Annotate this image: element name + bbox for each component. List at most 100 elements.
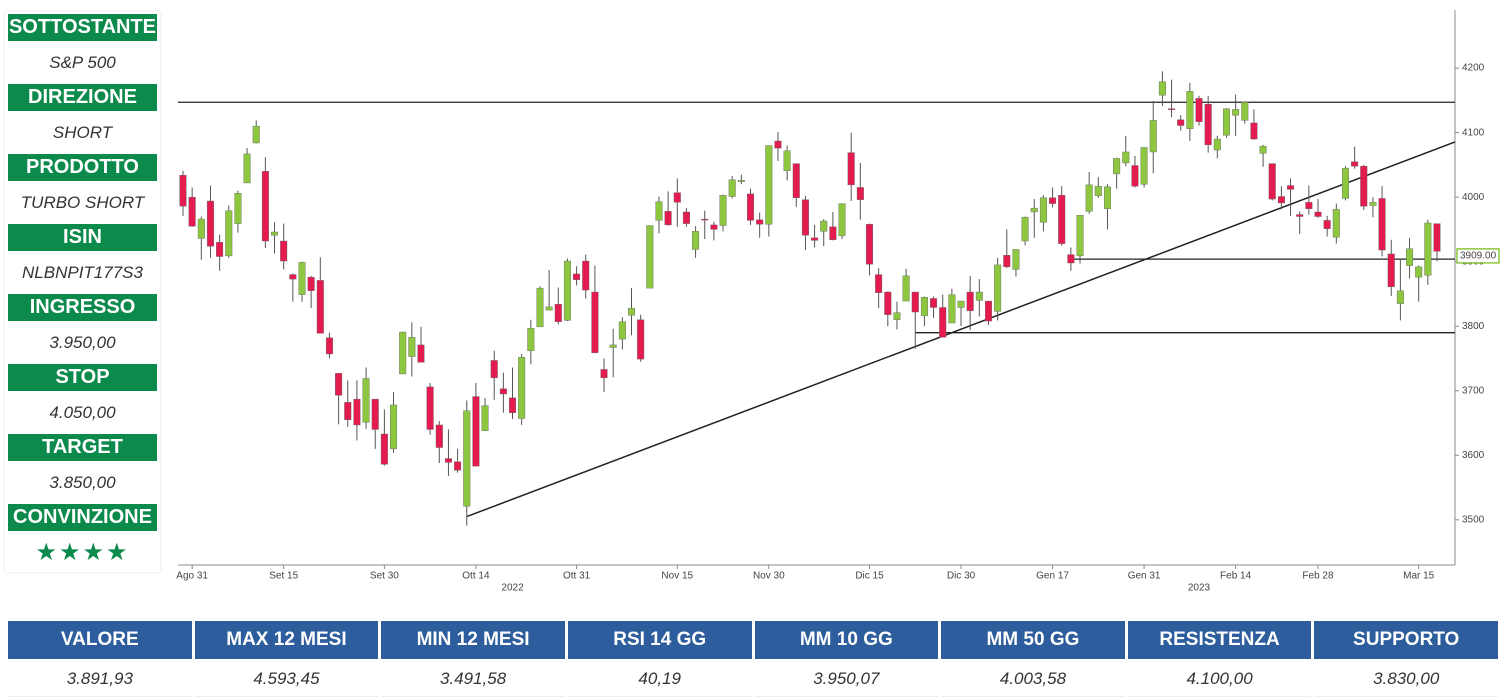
- candle-body: [1049, 197, 1057, 204]
- field-label: PRODOTTO: [8, 154, 157, 181]
- candle-body: [1012, 249, 1020, 270]
- candle-body: [865, 224, 873, 265]
- candle-body: [1259, 145, 1267, 154]
- x-tick-label: Dic 15: [855, 571, 884, 582]
- year-label: 2023: [1188, 583, 1211, 594]
- candle-body: [811, 237, 819, 241]
- candle-body: [646, 225, 654, 289]
- candle-body: [902, 275, 910, 302]
- field-value: ★★★★: [35, 539, 130, 566]
- x-tick-label: Set 15: [269, 571, 298, 582]
- year-label: 2022: [501, 583, 524, 594]
- candle-body: [499, 388, 507, 395]
- field-value: 3.850,00: [49, 473, 116, 492]
- last-price-label: 3909.00: [1460, 251, 1497, 262]
- candle-body: [737, 180, 745, 182]
- candle-body: [1232, 109, 1240, 116]
- candle-body: [545, 306, 553, 311]
- candle-body: [1241, 102, 1249, 121]
- table-value: 4.100,00: [1127, 659, 1312, 697]
- y-tick-label: 3500: [1462, 514, 1485, 525]
- chart: 35003600370038003900400041004200Ago 31Se…: [176, 10, 1500, 594]
- x-tick-label: Feb 28: [1302, 571, 1334, 582]
- candle-body: [1113, 158, 1121, 175]
- x-tick-label: Nov 30: [753, 571, 785, 582]
- candle-body: [1149, 120, 1157, 153]
- candle-body: [1030, 207, 1038, 213]
- candle-body: [1277, 196, 1285, 204]
- field-label: STOP: [8, 364, 157, 391]
- table-header: MIN 12 MESI: [381, 621, 565, 659]
- y-tick-label: 3600: [1462, 450, 1485, 461]
- candle-body: [1332, 209, 1340, 238]
- candle-body: [1168, 108, 1176, 110]
- candle-body: [820, 220, 828, 232]
- candle-body: [353, 398, 361, 426]
- y-tick-label: 4000: [1462, 192, 1485, 203]
- candle-body: [1360, 165, 1368, 207]
- x-tick-label: Set 30: [370, 571, 399, 582]
- candle-body: [637, 319, 645, 360]
- candle-body: [1424, 222, 1432, 276]
- candle-body: [692, 231, 700, 250]
- table-value: 3.950,07: [754, 659, 939, 697]
- field-value: NLBNPIT177S3: [22, 263, 143, 282]
- table-header: MAX 12 MESI: [194, 621, 379, 659]
- candle-body: [271, 231, 279, 236]
- table-header: VALORE: [8, 621, 192, 659]
- candle-body: [856, 187, 864, 200]
- candle-body: [289, 274, 297, 280]
- candle-body: [673, 192, 681, 203]
- candle-body: [197, 218, 205, 239]
- candle-body: [1369, 202, 1377, 206]
- field-label: ISIN: [8, 224, 157, 251]
- candle-body: [216, 242, 224, 257]
- candle-body: [1415, 266, 1423, 278]
- candle-body: [362, 378, 370, 423]
- candle-body: [206, 200, 214, 247]
- candle-body: [1250, 122, 1258, 140]
- candle-body: [582, 260, 590, 291]
- candle-body: [380, 433, 388, 465]
- candle-body: [344, 402, 352, 420]
- candle-body: [509, 397, 517, 413]
- candle-body: [435, 424, 443, 448]
- candle-body: [234, 193, 242, 224]
- candle-body: [1158, 81, 1166, 96]
- x-tick-label: Ott 14: [462, 571, 490, 582]
- candle-body: [838, 203, 846, 237]
- candle-body: [481, 405, 489, 431]
- candle-body: [426, 386, 434, 430]
- candle-body: [325, 337, 333, 355]
- table-value: 3.830,00: [1314, 659, 1498, 697]
- candle-body: [591, 291, 599, 353]
- field-value: S&P 500: [49, 53, 116, 72]
- candle-body: [1204, 104, 1212, 146]
- candle-body: [609, 344, 617, 348]
- candle-body: [829, 226, 837, 240]
- table-header: SUPPORTO: [1314, 621, 1498, 659]
- candle-body: [948, 294, 956, 324]
- sidebar: SOTTOSTANTE S&P 500 DIREZIONE SHORT PRODOTTO…: [5, 12, 160, 572]
- candle-body: [765, 145, 773, 225]
- candle-body: [1314, 211, 1322, 217]
- field-label: INGRESSO: [8, 294, 157, 321]
- candle-body: [600, 369, 608, 379]
- candle-body: [884, 291, 892, 315]
- candle-body: [454, 461, 462, 471]
- x-tick-label: Gen 17: [1036, 571, 1069, 582]
- candle-body: [298, 262, 306, 295]
- candle-body: [1085, 184, 1093, 212]
- table-value: 40,19: [567, 659, 752, 697]
- candle-body: [1406, 248, 1414, 266]
- candle-body: [390, 404, 398, 450]
- field-label: TARGET: [8, 434, 157, 461]
- candle-body: [1131, 165, 1139, 187]
- candle-body: [1433, 223, 1441, 252]
- candle-body: [1094, 185, 1102, 197]
- field-label: CONVINZIONE: [8, 504, 157, 531]
- x-tick-label: Ott 31: [563, 571, 591, 582]
- y-tick-label: 3700: [1462, 385, 1485, 396]
- y-tick-label: 3800: [1462, 321, 1485, 332]
- candle-body: [1076, 215, 1084, 257]
